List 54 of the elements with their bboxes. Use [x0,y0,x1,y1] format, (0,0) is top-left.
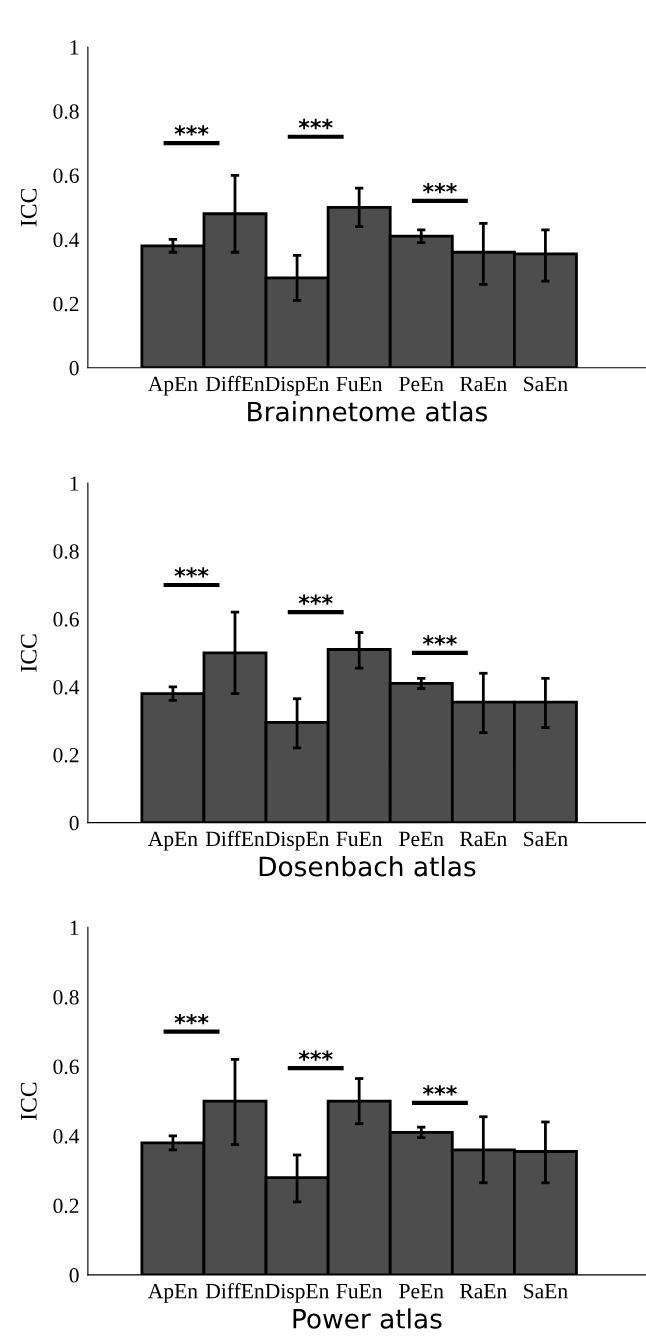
x-tick-label: PeEn [399,1284,444,1299]
x-tick-label: PeEn [399,376,444,392]
annotation: *** [298,118,333,130]
y-tick-label: 0 [69,815,79,831]
x-axis-title: Dosenbach atlas [259,856,476,877]
annotation: *** [422,1085,457,1096]
y-tick-label: 0.4 [53,1129,80,1144]
y-tick-label: 0.8 [53,544,79,559]
y-tick-label: 0.2 [53,296,79,312]
x-tick-label: RaEn [460,376,507,392]
annotation: *** [422,635,457,646]
y-tick-label: 0.4 [53,232,80,248]
x-tick-label: ApEn [148,831,198,851]
x-tick-label: SaEn [524,831,568,847]
x-tick-label: ApEn [148,1283,198,1303]
y-tick-label: 0.2 [53,747,79,763]
y-tick-label: 1 [70,920,79,935]
y-tick-label: 1 [70,476,79,491]
y-tick-label: 0.6 [53,168,79,184]
x-tick-label: RaEn [460,1284,507,1299]
x-tick-label: FuEn [336,1284,383,1299]
y-tick-label: 0.2 [53,1198,79,1214]
annotation: *** [422,183,457,194]
y-tick-label: 0.8 [53,104,79,119]
y-tick-label: 0.8 [53,989,79,1005]
y-tick-label: 0.6 [53,612,79,627]
y-axis-title: ICC [20,188,37,227]
x-tick-label: DispEn [265,376,330,396]
y-tick-label: 0 [69,360,79,376]
x-tick-label: RaEn [460,831,507,847]
x-tick-label: DiffEn [205,375,265,392]
y-tick-label: 0 [69,1268,79,1283]
x-tick-label: DispEn [265,1283,330,1303]
x-tick-label: SaEn [524,1283,568,1299]
annotation: *** [174,125,209,136]
annotation: *** [298,594,333,605]
y-tick-label: 0.6 [53,1059,79,1075]
x-tick-label: ApEn [148,376,198,396]
y-axis-title: ICC [20,1082,37,1120]
x-tick-label: PeEn [399,831,444,847]
x-tick-label: DiffEn [205,1283,265,1299]
x-tick-label: DiffEn [205,830,265,846]
x-tick-label: DispEn [265,831,330,851]
x-axis-title: Brainnetome atlas [248,401,488,422]
x-tick-label: FuEn [336,376,383,392]
annotation: *** [298,1050,333,1061]
x-tick-label: FuEn [336,831,383,847]
annotation: *** [174,1013,209,1025]
y-tick-label: 1 [70,40,79,55]
y-axis-title: ICC [20,634,37,672]
x-axis-title: Power atlas [293,1308,442,1329]
y-tick-label: 0.4 [53,679,80,695]
x-tick-label: SaEn [524,376,568,392]
annotation: *** [174,567,209,578]
